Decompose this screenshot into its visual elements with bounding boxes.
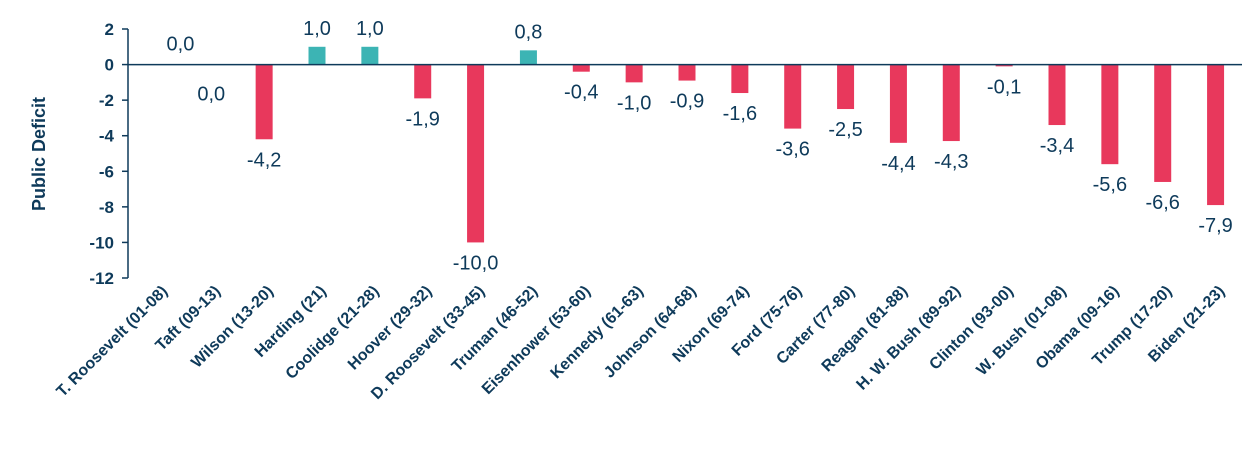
data-label: -4,2: [247, 149, 281, 171]
bar: [678, 64, 696, 81]
data-label: -1,6: [723, 103, 757, 125]
bar: [255, 64, 273, 140]
bar: [308, 46, 326, 65]
bar: [519, 50, 537, 65]
y-tick-label: -8: [99, 198, 114, 217]
y-tick-label: 0: [105, 56, 114, 75]
y-tick-label: -12: [89, 269, 114, 288]
bar: [414, 64, 432, 99]
bar: [784, 64, 802, 129]
bar: [942, 64, 960, 142]
data-label: -2,5: [828, 119, 862, 141]
data-label: -1,9: [405, 108, 439, 130]
data-label: -7,9: [1198, 215, 1232, 237]
bars-group: [255, 46, 1225, 243]
bar: [1154, 64, 1172, 182]
data-label: -5,6: [1093, 174, 1127, 196]
data-label: 0,8: [515, 21, 543, 43]
y-axis-title: Public Deficit: [29, 97, 49, 211]
data-label: -1,0: [617, 92, 651, 114]
data-label: 1,0: [303, 18, 331, 40]
data-label: -4,3: [934, 151, 968, 173]
category-label: Kennedy (61-63): [548, 283, 647, 382]
bar: [731, 64, 749, 94]
y-tick-label: -4: [99, 127, 115, 146]
data-label: -3,6: [775, 139, 809, 161]
bar: [837, 64, 855, 110]
bar: [1101, 64, 1119, 165]
category-label: Coolidge (21-28): [283, 283, 383, 383]
data-label: -0,1: [987, 76, 1021, 98]
data-label: -10,0: [453, 252, 499, 274]
category-labels-group: T. Roosevelt (01-08)Taft (09-13)Wilson (…: [54, 283, 1229, 403]
category-label: Johnson (64-68): [601, 283, 700, 382]
data-label: 1,0: [356, 18, 384, 40]
bar: [467, 64, 485, 243]
data-label: 0,0: [197, 84, 225, 106]
data-label: -0,4: [564, 82, 598, 104]
y-tick-label: -6: [99, 162, 114, 181]
bar: [361, 46, 379, 65]
y-tick-label: 2: [105, 20, 114, 39]
data-label: -0,9: [670, 91, 704, 113]
data-label: -3,4: [1040, 135, 1074, 157]
category-label: W. Bush (01-08): [974, 283, 1070, 379]
bar: [1048, 64, 1066, 126]
bar: [889, 64, 907, 143]
bar: [572, 64, 590, 72]
bar: [625, 64, 643, 83]
bar: [1207, 64, 1225, 206]
data-label: -4,4: [881, 153, 915, 175]
bar: [995, 64, 1013, 67]
y-tick-label: -10: [89, 233, 114, 252]
data-label: -6,6: [1145, 192, 1179, 214]
y-axis: 2 0 -2 -4 -6 -8 -10 -12: [89, 20, 129, 288]
y-tick-label: -2: [99, 91, 114, 110]
data-labels-group: 0,0 0,0 -4,2 1,0 1,0 -1,9 -10,0 0,8 -0,4 -1,0 -0,9…: [167, 18, 1233, 275]
category-label: H. W. Bush (89-92): [853, 283, 964, 394]
data-label: 0,0: [167, 34, 195, 56]
